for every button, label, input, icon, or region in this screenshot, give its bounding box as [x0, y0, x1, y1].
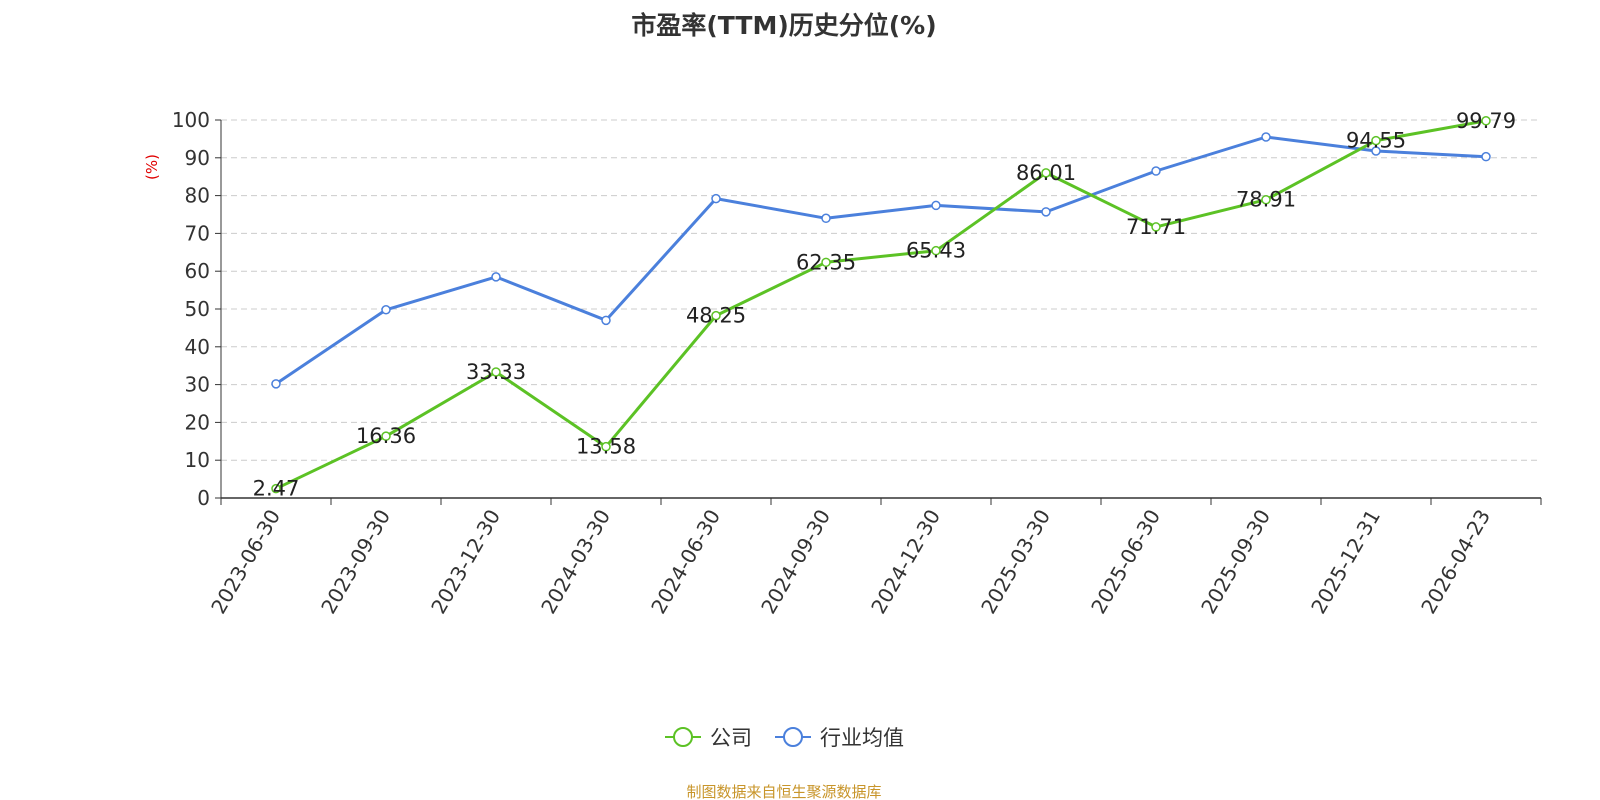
data-label: 94.55 — [1346, 129, 1406, 153]
x-tick-label: 2026-04-23 — [1416, 505, 1495, 618]
x-tick-label: 2025-03-30 — [976, 505, 1055, 618]
data-label: 13.58 — [576, 435, 636, 459]
legend-label-company: 公司 — [710, 726, 752, 750]
series-lines — [271, 116, 1491, 494]
data-label: 71.71 — [1126, 215, 1186, 239]
data-point — [491, 272, 501, 282]
legend-marker-company — [665, 727, 701, 747]
y-tick-label: 50 — [185, 297, 210, 321]
data-point — [601, 441, 611, 452]
x-tick-label: 2025-09-30 — [1196, 505, 1275, 618]
y-tick-label: 30 — [185, 373, 210, 397]
data-point — [271, 379, 281, 389]
data-point — [1041, 207, 1051, 217]
data-point — [1151, 166, 1161, 176]
data-point — [711, 310, 721, 321]
data-point — [1371, 135, 1381, 146]
x-tick-label: 2025-12-31 — [1306, 505, 1385, 618]
legend-item-industry-average[interactable]: 行业均值 — [774, 722, 904, 752]
y-tick-label: 90 — [185, 146, 210, 170]
data-label: 33.33 — [466, 360, 526, 384]
data-point — [1041, 168, 1051, 178]
y-tick-label: 40 — [185, 335, 210, 359]
grid-lines — [221, 119, 1541, 461]
data-point — [1481, 116, 1491, 126]
data-point — [381, 431, 391, 441]
legend: 公司 行业均值 — [0, 722, 1568, 752]
data-label: 62.35 — [796, 250, 856, 274]
x-tick-label: 2024-12-30 — [866, 505, 945, 618]
source-note: 制图数据来自恒生聚源数据库 — [686, 783, 882, 800]
data-point — [821, 257, 831, 268]
y-tick-label: 20 — [185, 410, 210, 434]
data-point — [821, 213, 831, 224]
y-tick-label: 60 — [185, 259, 210, 283]
data-point — [601, 315, 611, 326]
x-tick-label: 2023-09-30 — [316, 505, 395, 618]
data-point — [1261, 132, 1271, 142]
data-point — [711, 193, 721, 204]
data-point — [931, 245, 941, 256]
data-label: 65.43 — [906, 239, 966, 263]
legend-label-industry-average: 行业均值 — [820, 726, 904, 750]
data-point — [1371, 146, 1381, 156]
data-label: 78.91 — [1236, 188, 1296, 212]
y-tick-label: 80 — [185, 184, 210, 208]
legend-item-company[interactable]: 公司 — [664, 722, 752, 752]
data-point — [931, 200, 941, 211]
series-line — [275, 119, 1487, 491]
y-tick-label: 100 — [172, 108, 210, 132]
data-point — [381, 305, 391, 315]
data-point — [491, 367, 501, 377]
x-tick-label: 2024-03-30 — [536, 505, 615, 618]
data-label: 99.79 — [1456, 109, 1516, 133]
x-tick-label: 2023-12-30 — [426, 505, 505, 618]
x-tick-label: 2025-06-30 — [1086, 505, 1165, 618]
x-tick-label: 2024-06-30 — [646, 505, 725, 618]
data-label: 16.36 — [356, 424, 416, 448]
y-tick-label: 10 — [185, 448, 210, 472]
y-tick-label: 70 — [185, 221, 210, 245]
legend-marker-industry-average — [775, 727, 811, 747]
y-tick-label: 0 — [197, 486, 210, 510]
data-labels: 2.47 16.36 33.33 13.58 48.25 62.35 65.43 86.01 7… — [253, 109, 1516, 501]
data-label: 2.47 — [253, 477, 300, 501]
axes: 0 10 20 30 40 50 60 70 80 90 100 2023-06-30 2023-09-… — [172, 108, 1542, 618]
data-label: 86.01 — [1016, 161, 1076, 185]
data-point — [1481, 151, 1491, 162]
data-label: 48.25 — [686, 304, 746, 328]
series-line — [275, 135, 1487, 386]
data-point — [1261, 194, 1271, 205]
data-point — [271, 483, 281, 494]
data-point — [1151, 222, 1161, 232]
chart-title: 市盈率(TTM)历史分位(%) — [631, 11, 937, 40]
x-tick-label: 2023-06-30 — [206, 505, 285, 618]
x-tick-label: 2024-09-30 — [756, 505, 835, 618]
